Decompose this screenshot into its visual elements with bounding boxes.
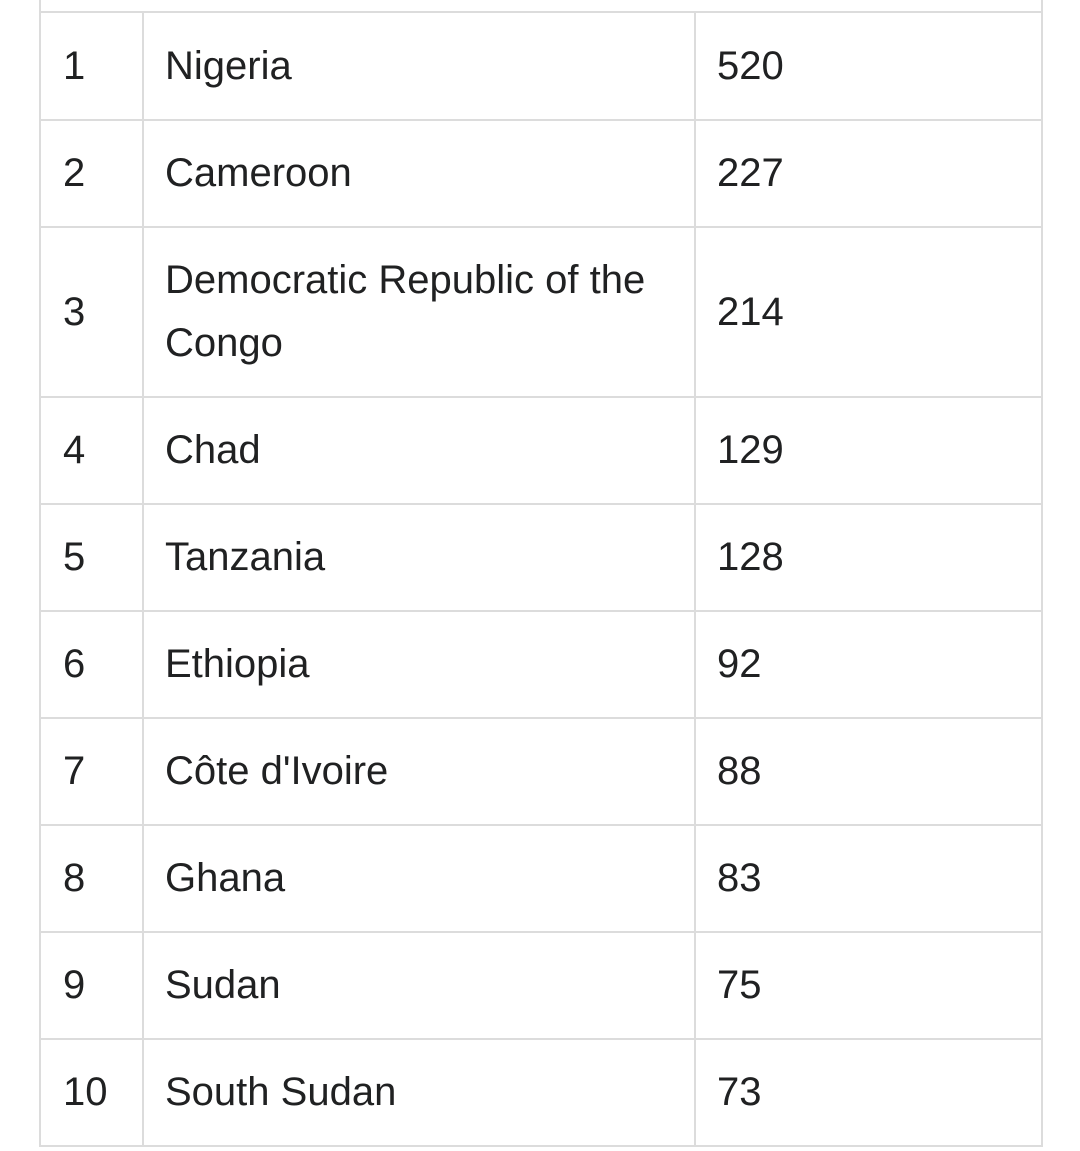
value-cell: 83	[695, 825, 1041, 933]
table-row: 6 Ethiopia 92	[41, 611, 1041, 719]
value-cell: 75	[695, 932, 1041, 1040]
table-row: 3 Democratic Republic of the Congo 214	[41, 227, 1041, 398]
value-cell: 129	[695, 397, 1041, 505]
country-cell: South Sudan	[143, 1039, 696, 1147]
value-cell: 520	[695, 13, 1041, 121]
country-cell: Sudan	[143, 932, 696, 1040]
table-row: 1 Nigeria 520	[41, 13, 1041, 121]
rank-cell: 1	[41, 13, 144, 121]
table-row: 9 Sudan 75	[41, 932, 1041, 1040]
table-row: 7 Côte d'Ivoire 88	[41, 718, 1041, 826]
country-cell: Ethiopia	[143, 611, 696, 719]
rank-cell: 4	[41, 397, 144, 505]
value-cell: 128	[695, 504, 1041, 612]
country-cell: Côte d'Ivoire	[143, 718, 696, 826]
country-cell: Nigeria	[143, 13, 696, 121]
country-ranking-table: 1 Nigeria 520 2 Cameroon 227 3 Democrati…	[39, 0, 1043, 1147]
value-cell: 92	[695, 611, 1041, 719]
country-cell: Chad	[143, 397, 696, 505]
table-row: 4 Chad 129	[41, 397, 1041, 505]
table-top-edge	[41, 0, 1041, 13]
value-cell: 73	[695, 1039, 1041, 1147]
table-row: 10 South Sudan 73	[41, 1039, 1041, 1147]
value-cell: 227	[695, 120, 1041, 228]
value-cell: 214	[695, 227, 1041, 398]
country-cell: Cameroon	[143, 120, 696, 228]
country-cell: Tanzania	[143, 504, 696, 612]
rank-cell: 2	[41, 120, 144, 228]
rank-cell: 9	[41, 932, 144, 1040]
table-row: 5 Tanzania 128	[41, 504, 1041, 612]
country-cell: Ghana	[143, 825, 696, 933]
table-row: 2 Cameroon 227	[41, 120, 1041, 228]
rank-cell: 7	[41, 718, 144, 826]
rank-cell: 10	[41, 1039, 144, 1147]
rank-cell: 3	[41, 227, 144, 398]
rank-cell: 6	[41, 611, 144, 719]
value-cell: 88	[695, 718, 1041, 826]
rank-cell: 5	[41, 504, 144, 612]
country-cell: Democratic Republic of the Congo	[143, 227, 696, 398]
ranking-table-body: 1 Nigeria 520 2 Cameroon 227 3 Democrati…	[41, 13, 1041, 1147]
table-row: 8 Ghana 83	[41, 825, 1041, 933]
rank-cell: 8	[41, 825, 144, 933]
